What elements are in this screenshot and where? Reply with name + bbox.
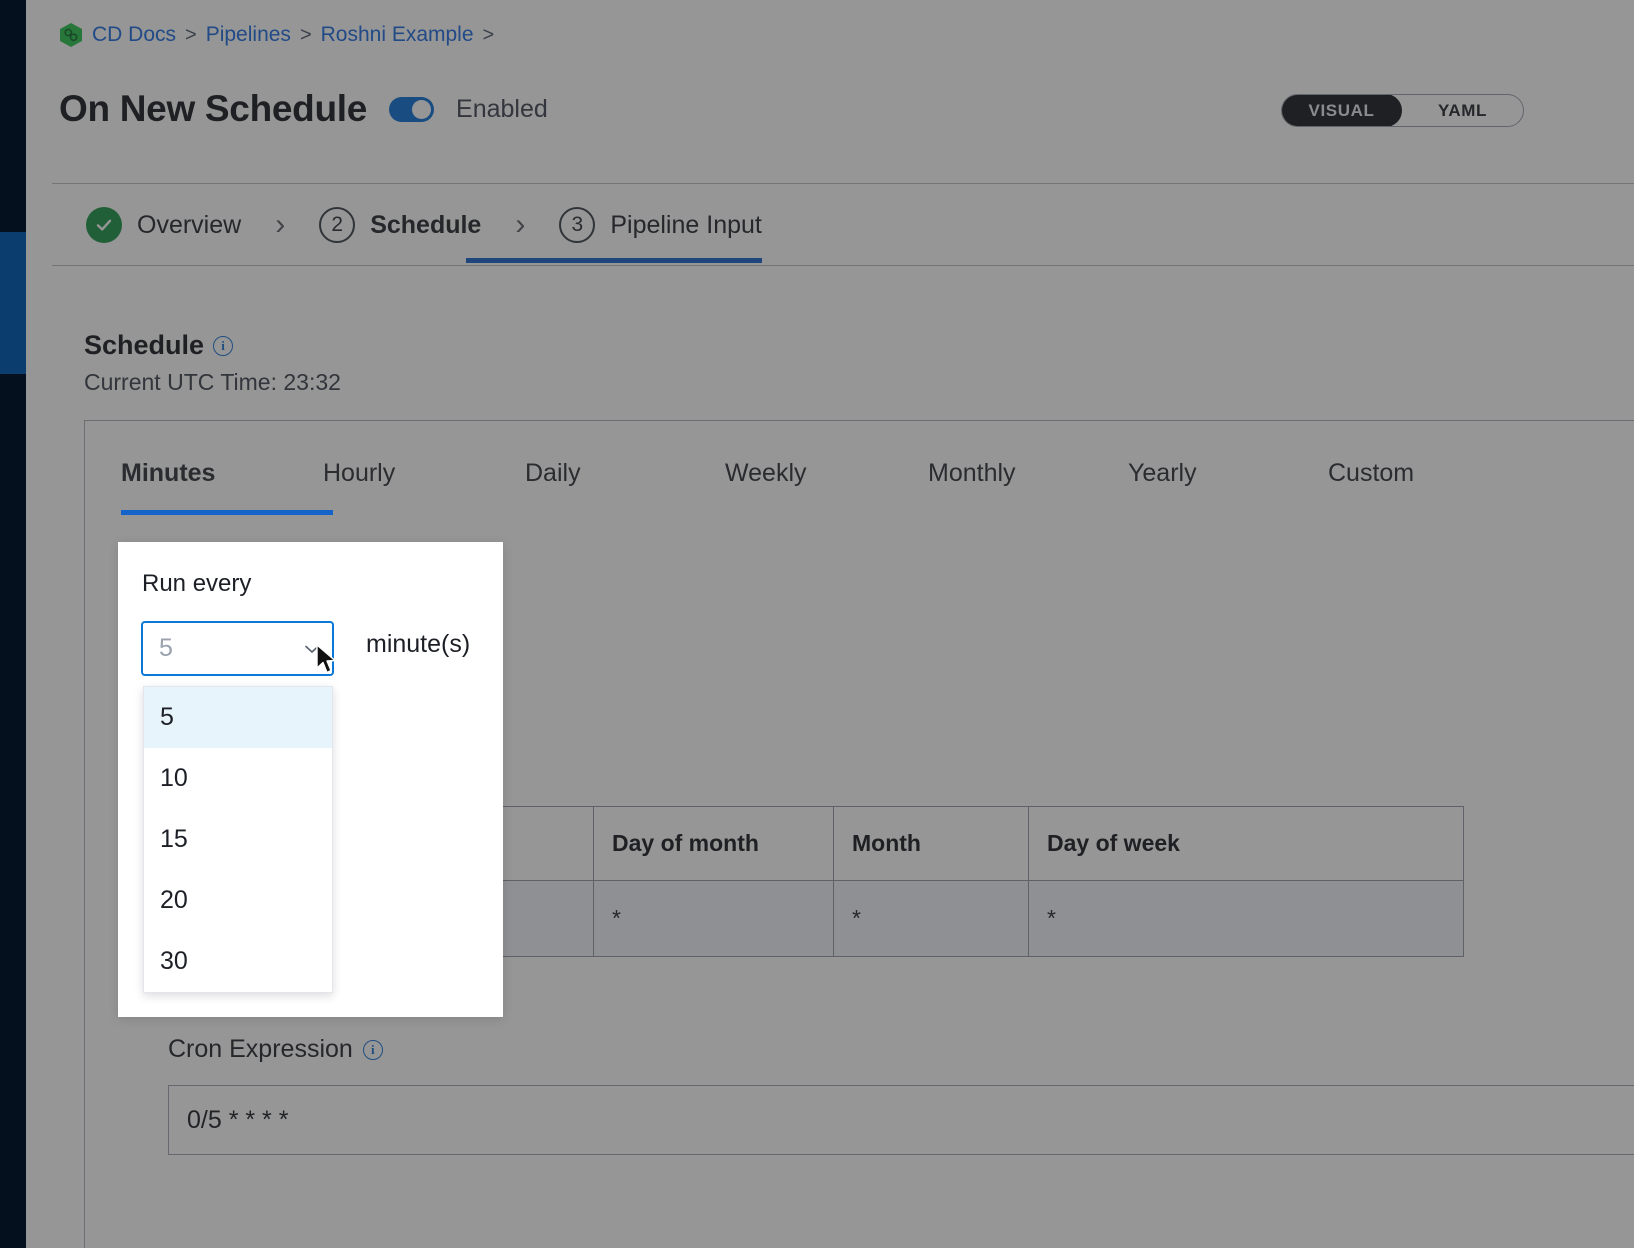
- option-10[interactable]: 10: [160, 764, 188, 792]
- cell-month: *: [833, 880, 1029, 957]
- info-icon[interactable]: i: [362, 1039, 383, 1060]
- minutes-select[interactable]: 5: [141, 621, 334, 676]
- frequency-tab-monthly[interactable]: Monthly: [928, 459, 1016, 487]
- option-5[interactable]: 5: [144, 687, 332, 748]
- chevron-right-icon: ›: [275, 208, 286, 241]
- steps-divider: [52, 265, 1634, 266]
- title-row: On New Schedule Enabled: [59, 88, 548, 130]
- enabled-toggle[interactable]: [389, 96, 435, 122]
- breadcrumb-separator: >: [299, 23, 312, 46]
- frequency-tab-weekly[interactable]: Weekly: [725, 459, 807, 487]
- frequency-tab-custom[interactable]: Custom: [1328, 459, 1415, 487]
- run-every-label: Run every: [142, 570, 252, 597]
- frequency-tab-daily[interactable]: Daily: [525, 459, 581, 487]
- info-icon[interactable]: i: [213, 335, 234, 356]
- active-step-underline: [466, 258, 762, 263]
- chevron-right-icon: ›: [515, 208, 526, 241]
- breadcrumb-separator: >: [185, 23, 197, 46]
- header-divider: [52, 183, 1634, 184]
- visual-yaml-switch[interactable]: VISUAL YAML: [1281, 94, 1524, 127]
- cron-expression-label-text: Cron Expression: [168, 1035, 353, 1063]
- cron-expression-label: Cron Expression i: [168, 1035, 383, 1064]
- cell-day-of-week: *: [1028, 880, 1464, 957]
- step-tab-schedule[interactable]: 2 Schedule: [319, 185, 481, 265]
- step-number-badge-2: 2: [319, 207, 356, 243]
- step-number-badge-3: 3: [559, 207, 596, 243]
- cron-expression-field[interactable]: 0/5 * * * *: [168, 1085, 1634, 1155]
- frequency-tab-minutes[interactable]: Minutes: [121, 459, 216, 487]
- schedule-card: Minutes Hourly Daily Weekly Monthly Year…: [84, 420, 1634, 1248]
- active-frequency-underline: [121, 510, 333, 515]
- breadcrumb-separator-trailing: >: [482, 23, 495, 46]
- minutes-unit-label: minute(s): [366, 630, 471, 658]
- page-title: On New Schedule: [59, 88, 368, 129]
- step-tab-pipeline-input[interactable]: 3 Pipeline Input: [559, 185, 762, 265]
- frequency-tab-yearly[interactable]: Yearly: [1128, 459, 1197, 487]
- frequency-tabs: Minutes Hourly Daily Weekly Monthly Year…: [121, 459, 1414, 510]
- step-label-overview: Overview: [137, 210, 242, 239]
- breadcrumb-item-pipelines[interactable]: Pipelines: [205, 23, 291, 46]
- app-nav-rail-active-item[interactable]: [0, 232, 26, 374]
- enabled-toggle-label: Enabled: [456, 94, 548, 123]
- option-15[interactable]: 15: [160, 825, 188, 853]
- minutes-options-list: 5 10 15 20 30: [143, 686, 333, 993]
- minutes-select-value: 5: [159, 634, 173, 662]
- column-header-day-of-month: Day of month: [593, 806, 834, 881]
- chevron-down-icon[interactable]: [302, 639, 322, 659]
- breadcrumb: CD Docs > Pipelines > Roshni Example >: [59, 22, 494, 48]
- run-every-popover: Run every 5 minute(s) 5 10 15 20 30: [118, 542, 503, 1017]
- mode-option-visual[interactable]: VISUAL: [1282, 95, 1402, 126]
- option-30[interactable]: 30: [160, 947, 188, 975]
- step-tabs: Overview › 2 Schedule › 3 Pipeline Input: [86, 185, 762, 265]
- schedule-heading: Schedule i: [84, 330, 234, 361]
- schedule-heading-text: Schedule: [84, 330, 205, 360]
- step-label-pipeline-input: Pipeline Input: [610, 210, 762, 239]
- breadcrumb-item-roshni-example[interactable]: Roshni Example: [320, 23, 474, 46]
- check-circle-icon: [86, 207, 122, 243]
- step-label-schedule: Schedule: [370, 210, 482, 239]
- column-header-day-of-week: Day of week: [1028, 806, 1464, 881]
- frequency-tab-hourly[interactable]: Hourly: [323, 459, 396, 487]
- step-tab-overview[interactable]: Overview: [86, 185, 241, 265]
- harness-logo-icon: [59, 22, 83, 48]
- option-20[interactable]: 20: [160, 886, 188, 914]
- current-utc-time: Current UTC Time: 23:32: [84, 369, 341, 395]
- app-nav-rail: [0, 0, 26, 1248]
- mode-option-yaml[interactable]: YAML: [1437, 101, 1487, 120]
- column-header-month: Month: [833, 806, 1029, 881]
- cell-day-of-month: *: [593, 880, 834, 957]
- breadcrumb-item-cd-docs[interactable]: CD Docs: [92, 23, 177, 46]
